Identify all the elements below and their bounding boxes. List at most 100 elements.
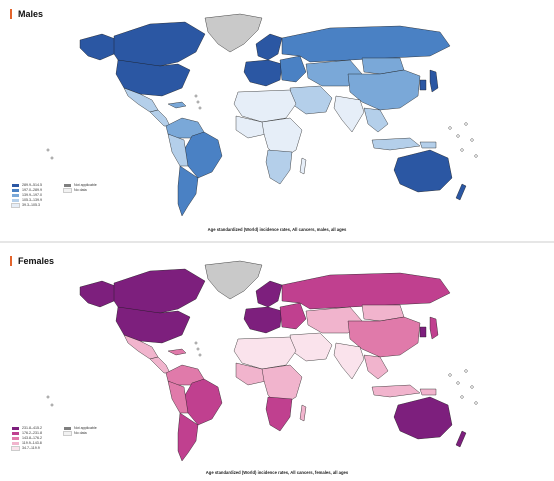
legend-item: 289.9–514.5: [12, 183, 42, 188]
region-southern-africa: [265, 149, 293, 185]
country-russia: [281, 25, 451, 63]
region-middle-east: [289, 85, 333, 115]
legend-label: 289.9–514.5: [22, 183, 42, 187]
region-north-africa: [233, 89, 297, 123]
females-world-map[interactable]: [0, 245, 554, 481]
country-central-america: [149, 109, 171, 127]
region-southeast-asia: [363, 354, 389, 380]
females-panel: Females: [0, 245, 554, 481]
legend-label: 119.9–143.8: [22, 441, 42, 445]
legend-swatch: [63, 187, 72, 194]
region-caribbean: [167, 348, 187, 356]
legend-swatch: [12, 183, 19, 188]
males-title: Males: [10, 9, 43, 19]
country-korea: [419, 79, 427, 91]
legend-no-data: No data: [63, 430, 97, 437]
legend-item: 176.2–231.8: [12, 431, 42, 436]
legend-label: 143.8–176.2: [22, 436, 42, 440]
region-scandinavia: [255, 33, 283, 61]
pacific-island-markers: [46, 94, 478, 160]
country-brazil: [183, 378, 223, 426]
females-legend: 231.8–415.2 176.2–231.8 143.8–176.2 119.…: [11, 426, 42, 452]
legend-no-data: No data: [63, 187, 97, 194]
legend-swatch: [12, 198, 19, 203]
country-new-zealand: [455, 430, 467, 448]
legend-item: 197.0–289.9: [12, 188, 42, 193]
country-greenland: [204, 13, 263, 53]
country-korea: [419, 326, 427, 338]
country-argentina-chile: [177, 412, 199, 462]
country-peru-bolivia: [167, 133, 189, 167]
country-madagascar: [299, 157, 307, 175]
country-india: [333, 342, 365, 380]
legend-item: 105.3–139.9: [12, 198, 42, 203]
legend-label: 197.0–289.9: [22, 188, 42, 192]
region-central-asia: [305, 306, 363, 334]
females-caption: Age standardized (World) incidence rates…: [205, 470, 349, 475]
legend-swatch: [11, 445, 20, 452]
region-scandinavia: [255, 280, 283, 308]
males-legend-extra: Not applicable No data: [63, 183, 97, 194]
country-argentina-chile: [177, 165, 199, 217]
country-canada: [113, 268, 206, 314]
males-world-map[interactable]: [0, 0, 554, 240]
legend-not-applicable: Not applicable: [64, 183, 97, 188]
pacific-island-markers: [46, 341, 478, 407]
legend-swatch: [11, 202, 20, 209]
legend-swatch: [12, 426, 19, 431]
males-panel: Males: [0, 0, 554, 240]
country-alaska: [79, 33, 119, 61]
legend-item: 139.9–197.0: [12, 193, 42, 198]
country-papua-new-guinea: [419, 388, 437, 396]
country-japan: [429, 69, 439, 93]
country-japan: [429, 316, 439, 340]
country-brazil: [183, 131, 223, 179]
country-china: [347, 69, 421, 111]
region-caribbean: [167, 101, 187, 109]
legend-item: 143.8–176.2: [12, 436, 42, 441]
legend-label: 39.3–105.3: [22, 203, 40, 207]
region-middle-east: [289, 332, 333, 362]
legend-label: 105.3–139.9: [22, 198, 42, 202]
males-legend: 289.9–514.5 197.0–289.9 139.9–197.0 105.…: [11, 183, 42, 209]
country-papua-new-guinea: [419, 141, 437, 149]
legend-item: 119.9–143.8: [12, 441, 42, 446]
panel-divider: [0, 241, 554, 243]
region-southern-africa: [265, 396, 293, 432]
country-russia: [281, 272, 451, 310]
legend-label: 139.9–197.0: [22, 193, 42, 197]
region-southeast-asia: [363, 107, 389, 133]
females-legend-extra: Not applicable No data: [63, 426, 97, 437]
legend-swatch: [64, 183, 71, 188]
country-peru-bolivia: [167, 380, 189, 414]
country-usa: [115, 59, 191, 97]
legend-swatch: [63, 430, 72, 437]
legend-label: 231.8–415.2: [22, 426, 42, 430]
legend-item: 39.3–105.3: [11, 202, 42, 209]
country-alaska: [79, 280, 119, 308]
country-greenland: [204, 260, 263, 300]
country-india: [333, 95, 365, 133]
country-canada: [113, 21, 206, 67]
country-usa: [115, 306, 191, 344]
legend-label: 34.7–119.9: [22, 446, 40, 450]
males-caption: Age standardized (World) incidence rates…: [207, 227, 347, 232]
country-china: [347, 316, 421, 358]
region-central-asia: [305, 59, 363, 87]
region-west-africa: [235, 362, 267, 386]
legend-swatch: [12, 441, 19, 446]
legend-swatch: [12, 193, 19, 198]
legend-swatch: [12, 188, 19, 193]
country-central-america: [149, 356, 171, 374]
legend-swatch: [12, 431, 19, 436]
country-australia: [393, 396, 453, 440]
legend-item: 34.7–119.9: [11, 445, 42, 452]
country-indonesia: [371, 384, 421, 398]
females-title: Females: [10, 256, 54, 266]
legend-item: 231.8–415.2: [12, 426, 42, 431]
region-western-europe: [243, 59, 283, 87]
country-new-zealand: [455, 183, 467, 201]
region-west-africa: [235, 115, 267, 139]
legend-label: 176.2–231.8: [22, 431, 42, 435]
legend-not-applicable: Not applicable: [64, 426, 97, 431]
